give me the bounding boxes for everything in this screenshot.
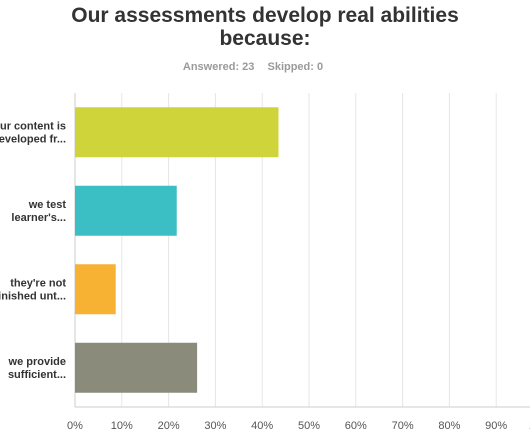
category-label-line: our content is bbox=[0, 120, 66, 132]
category-label-line: we test bbox=[28, 199, 67, 211]
x-tick-label: 60% bbox=[345, 420, 367, 432]
category-label-line: they're not bbox=[10, 277, 66, 289]
answered-count: Answered: 23 bbox=[182, 61, 255, 73]
x-tick-label: 50% bbox=[298, 420, 320, 432]
category-label-line: developed fr... bbox=[0, 133, 66, 145]
x-tick-label: 10% bbox=[111, 420, 133, 432]
category-label-line: learner's... bbox=[11, 212, 66, 224]
category-label-line: sufficient... bbox=[8, 369, 66, 381]
x-tick-label: 80% bbox=[438, 420, 460, 432]
chart-title: Our assessments develop real abilities b… bbox=[0, 4, 530, 50]
x-tick-label: 40% bbox=[251, 420, 273, 432]
chart-title-line-2: because: bbox=[219, 27, 311, 50]
response-summary: Answered: 23 Skipped: 0 bbox=[0, 61, 506, 73]
x-tick-label: 0% bbox=[67, 420, 83, 432]
category-label: we provide sufficient... bbox=[8, 356, 66, 381]
bar[interactable] bbox=[75, 264, 116, 315]
x-tick-label: 90% bbox=[485, 420, 507, 432]
category-label: our content isdeveloped fr... bbox=[0, 120, 66, 145]
bar[interactable] bbox=[75, 342, 198, 393]
chart-title-line-1: Our assessments develop real abilities bbox=[71, 4, 459, 27]
bar[interactable] bbox=[75, 107, 279, 158]
x-tick-label: 100% bbox=[529, 420, 530, 432]
x-tick-label: 20% bbox=[158, 420, 180, 432]
x-tick-label: 30% bbox=[204, 420, 226, 432]
category-label-line: we provide bbox=[8, 356, 66, 368]
category-label-line: finished unt... bbox=[0, 290, 66, 302]
category-label: we test learner's... bbox=[11, 199, 66, 224]
bar[interactable] bbox=[75, 185, 177, 236]
category-label: they're not finished unt... bbox=[0, 277, 66, 302]
skipped-count: Skipped: 0 bbox=[267, 61, 324, 73]
x-tick-label: 70% bbox=[392, 420, 414, 432]
